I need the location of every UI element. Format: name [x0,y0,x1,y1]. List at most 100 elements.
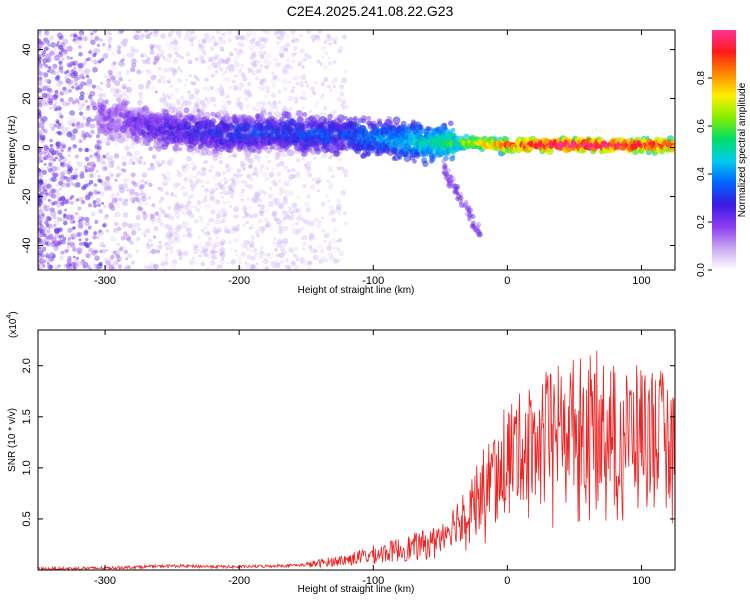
heatmap-cell [274,155,279,161]
heatmap-cell [441,159,446,164]
heatmap-cell [72,62,76,66]
heatmap-cell [47,167,53,173]
heatmap-cell [72,247,77,252]
heatmap-cell [213,41,219,47]
heatmap-cell [226,192,230,196]
heatmap-cell [76,124,81,130]
heatmap-cell [55,141,62,148]
heatmap-cell [62,89,69,95]
heatmap-cell [233,238,238,243]
heatmap-cell [60,70,64,74]
heatmap-cell [63,184,67,189]
heatmap-cell [100,136,107,143]
heatmap-cell [202,167,207,172]
heatmap-cell [60,250,65,255]
heatmap-cell [203,248,208,254]
heatmap-cell [166,79,171,83]
heatmap-cell [319,62,324,66]
heatmap-cell [240,64,244,68]
heatmap-cell [333,109,337,114]
heatmap-cell [287,95,294,102]
heatmap-cell [240,34,246,41]
heatmap-cell [205,241,212,248]
heatmap-cell [56,217,62,222]
heatmap-cell [226,166,233,172]
heatmap-cell [184,83,187,87]
heatmap-cell [165,214,170,219]
heatmap-cell [340,103,344,108]
heatmap-cell [264,176,270,182]
heatmap-cell [38,246,42,250]
heatmap-cell [220,195,224,199]
heatmap-cell [128,79,132,82]
heatmap-cell [61,101,68,107]
heatmap-cell [107,102,111,106]
y-tick-label: 0 [21,144,33,150]
heatmap-cell [277,253,282,257]
heatmap-cell [71,85,75,89]
heatmap-cell [278,203,284,209]
heatmap-cell [42,38,49,44]
heatmap-cell [279,151,286,158]
heatmap-cell [88,203,93,208]
heatmap-cell [249,55,255,60]
heatmap-cell [70,233,77,240]
heatmap-cell [59,125,65,132]
heatmap-cell [38,31,41,37]
heatmap-cell [289,215,295,221]
heatmap-cell [311,177,317,182]
heatmap-cell [280,217,286,223]
heatmap-cell [53,123,58,128]
heatmap-cell [129,108,135,114]
heatmap-cell [58,112,63,117]
heatmap-cell [314,34,321,41]
heatmap-cell [194,245,201,252]
heatmap-cell [265,223,270,228]
heatmap-cell [177,205,183,212]
heatmap-cell [307,220,314,227]
heatmap-cell [306,266,311,270]
heatmap-cell [38,147,44,152]
heatmap-cell [65,182,71,188]
heatmap-cell [285,42,291,48]
heatmap-cell [64,74,69,79]
heatmap-cell [156,53,162,58]
heatmap-cell [307,172,313,178]
heatmap-cell [302,91,307,96]
heatmap-cell [53,93,59,99]
heatmap-cell [232,214,236,218]
heatmap-cell [174,51,178,55]
heatmap-cell [185,232,191,238]
heatmap-cell [331,174,334,178]
heatmap-cell [150,165,156,171]
heatmap-cell [76,256,79,260]
heatmap-cell [179,55,184,60]
heatmap-cell [138,83,145,90]
heatmap-cell [78,219,83,224]
heatmap-cell [271,71,275,76]
heatmap-cell [204,196,208,200]
heatmap-cell [216,227,223,233]
heatmap-cell [97,174,101,178]
heatmap-cell [204,96,209,102]
heatmap-cell [209,191,214,196]
heatmap-cell [108,36,113,41]
heatmap-cell [79,173,84,178]
heatmap-cell [292,34,296,37]
heatmap-cell [45,79,49,83]
heatmap-cell [68,160,72,164]
heatmap-cell [175,203,180,208]
heatmap-cell [109,265,115,270]
heatmap-cell [58,180,64,186]
heatmap-cell [48,35,55,41]
heatmap-cell [38,30,42,35]
heatmap-cell [147,56,151,61]
heatmap-cell [265,86,271,92]
heatmap-cell [174,211,181,218]
heatmap-cell [318,244,323,249]
y-tick-label: 1.0 [21,460,33,475]
heatmap-cell [305,170,309,175]
heatmap-cell [219,180,223,184]
heatmap-cell [255,41,261,47]
heatmap-cell [181,223,187,228]
